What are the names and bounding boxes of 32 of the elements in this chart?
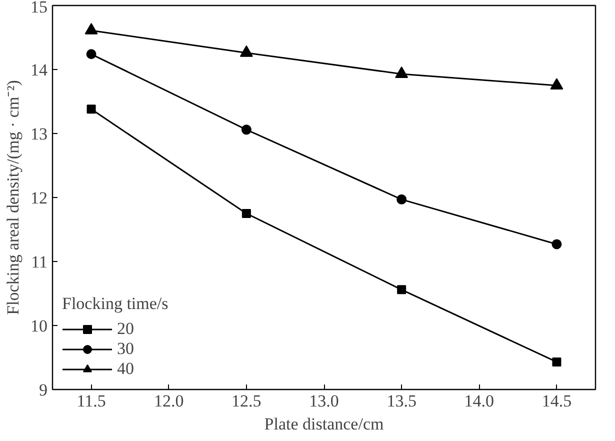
- x-tick-label: 13.0: [309, 392, 339, 410]
- legend-title: Flocking time/s: [62, 294, 168, 314]
- y-tick-label: 14: [30, 60, 48, 80]
- y-tick-label: 15: [30, 0, 48, 16]
- point: [552, 357, 562, 366]
- y-axis-title: Flocking areal density/(mg · cm⁻²): [4, 80, 22, 315]
- y-tick-label: 12: [30, 188, 48, 208]
- y-tick-label: 13: [30, 124, 48, 144]
- point: [86, 49, 96, 60]
- point: [397, 285, 406, 294]
- y-tick-label: 9: [39, 380, 48, 400]
- y-tick-label: 10: [30, 316, 48, 336]
- x-tick-label: 14.0: [464, 392, 494, 410]
- legend-label: 30: [117, 339, 135, 359]
- point: [550, 78, 564, 90]
- point: [240, 45, 253, 57]
- y-tick-label: 11: [31, 252, 48, 272]
- x-tick-label: 14.5: [542, 392, 572, 410]
- x-tick-label: 13.5: [386, 392, 416, 410]
- point: [552, 239, 562, 250]
- point: [242, 209, 251, 218]
- x-axis-title: Plate distance/cm: [264, 414, 384, 434]
- x-tick-label: 11.5: [76, 392, 106, 410]
- x-tick-label: 12.5: [232, 392, 262, 410]
- point: [395, 66, 408, 78]
- point: [86, 104, 96, 114]
- point: [396, 194, 407, 204]
- legend-label: 40: [117, 359, 135, 379]
- point: [84, 23, 98, 34]
- legend-label: 20: [117, 319, 135, 339]
- x-tick-label: 12.0: [154, 392, 184, 410]
- point: [241, 124, 252, 135]
